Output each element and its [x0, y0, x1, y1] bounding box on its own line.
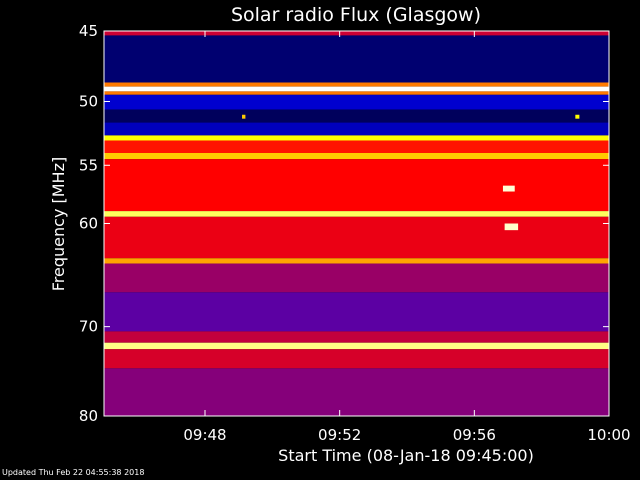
frequency-band [104, 216, 609, 259]
frequency-band [104, 258, 609, 264]
spot-feature [242, 114, 246, 119]
y-tick-label: 80 [79, 407, 98, 425]
frequency-band [104, 86, 609, 92]
frequency-band [104, 152, 609, 160]
frequency-band [104, 122, 609, 136]
frequency-band [104, 292, 609, 332]
burst-feature [502, 185, 515, 192]
frequency-band [104, 91, 609, 95]
frequency-band [104, 82, 609, 87]
x-tick-label: 09:56 [453, 426, 496, 444]
updated-timestamp: Updated Thu Feb 22 04:55:38 2018 [2, 468, 145, 477]
spot-feature [575, 114, 580, 119]
x-axis-label: Start Time (08-Jan-18 09:45:00) [278, 446, 534, 465]
frequency-band [104, 368, 609, 416]
frequency-band [104, 94, 609, 110]
y-tick-label: 45 [79, 22, 98, 40]
frequency-band [104, 211, 609, 217]
x-axis: 09:48 09:52 09:56 10:00 [183, 31, 631, 444]
plot-area [104, 31, 609, 416]
frequency-band [104, 159, 609, 212]
y-axis: 45 50 55 60 70 80 [79, 22, 609, 425]
frequency-band [104, 349, 609, 369]
frequency-band [104, 263, 609, 293]
y-axis-label: Frequency [MHz] [49, 157, 68, 291]
frequency-band [104, 31, 609, 36]
frequency-band [104, 342, 609, 350]
frequency-band [104, 109, 609, 123]
y-tick-label: 60 [79, 215, 98, 233]
frequency-band [104, 35, 609, 83]
x-tick-label: 09:52 [318, 426, 361, 444]
y-tick-label: 50 [79, 93, 98, 111]
burst-feature [504, 223, 519, 231]
y-tick-label: 70 [79, 318, 98, 336]
frequency-band [104, 140, 609, 153]
y-tick-label: 55 [79, 156, 98, 174]
chart-title: Solar radio Flux (Glasgow) [231, 4, 481, 26]
frequency-band [104, 135, 609, 141]
x-tick-label: 09:48 [183, 426, 226, 444]
frequency-band [104, 331, 609, 343]
x-tick-label: 10:00 [587, 426, 630, 444]
